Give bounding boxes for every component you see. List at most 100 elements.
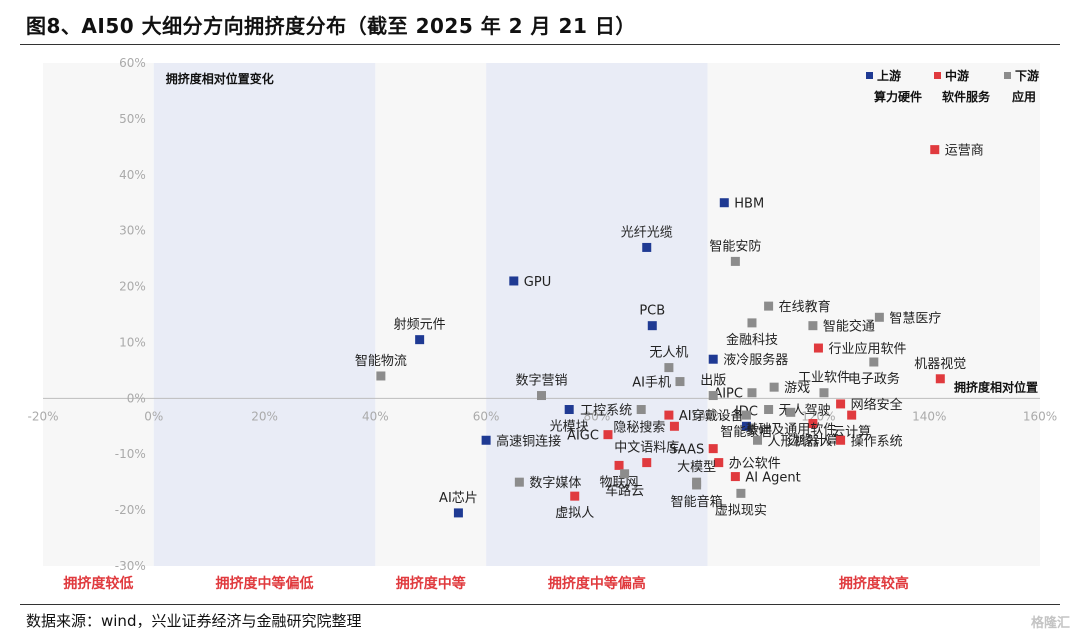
point-label: 隐秘搜索: [613, 420, 665, 435]
point-label: AIGC: [567, 429, 599, 444]
point-label: 工业软件: [798, 371, 850, 386]
point-label: 出版: [700, 374, 726, 389]
data-point: [786, 407, 796, 417]
point-label: 网络安全: [851, 397, 903, 413]
y-tick-label: 10%: [119, 335, 146, 349]
point-label: 大模型: [677, 460, 716, 475]
data-point: [509, 276, 519, 286]
data-point: [570, 491, 580, 501]
data-point: [636, 405, 646, 415]
y-tick-label: -20%: [115, 503, 146, 517]
y-tick-label: 50%: [119, 112, 146, 126]
x-tick-label: 20%: [251, 409, 278, 423]
band-label: 拥挤度中等偏高: [548, 575, 646, 592]
point-label: AI穿戴设备: [679, 408, 744, 424]
data-point: [719, 198, 729, 208]
band-label: 拥挤度较高: [839, 575, 909, 592]
data-point: [714, 458, 724, 468]
data-point: [813, 343, 823, 353]
data-point: [415, 335, 425, 345]
point-label: 人形机器人: [768, 434, 833, 449]
legend-marker: [866, 72, 873, 79]
band-label: 拥挤度中等: [396, 575, 466, 592]
x-tick-label: 60%: [473, 409, 500, 423]
point-label: 游戏: [784, 381, 810, 396]
y-tick-label: 40%: [119, 168, 146, 182]
point-label: 射频元件: [394, 317, 446, 333]
point-label: 虚拟现实: [715, 503, 767, 518]
point-label: 无人机: [649, 346, 688, 361]
legend-subtitle: 软件服务: [942, 89, 991, 104]
band-label: 拥挤度较低: [63, 575, 133, 592]
data-point: [730, 472, 740, 482]
point-label: HBM: [734, 197, 764, 212]
data-point: [481, 435, 491, 445]
data-point: [564, 405, 574, 415]
point-label: 智慧医疗: [889, 310, 941, 326]
data-point: [692, 480, 702, 490]
point-label: 液冷服务器: [723, 352, 788, 368]
y-tick-label: 20%: [119, 280, 146, 294]
x-axis-label: 拥挤度相对位置: [954, 379, 1038, 394]
y-tick-label: 30%: [119, 224, 146, 238]
point-label: 光模块: [550, 420, 589, 435]
y-tick-label: -10%: [115, 447, 146, 461]
legend-subtitle: 应用: [1012, 89, 1036, 104]
title-divider: [20, 44, 1060, 45]
point-label: 运营商: [945, 144, 984, 159]
data-point: [874, 312, 884, 322]
point-label: 中文语料库: [614, 440, 679, 456]
point-label: 智能安防: [709, 238, 761, 254]
data-point: [708, 391, 718, 401]
data-point: [741, 421, 751, 431]
data-point: [453, 508, 463, 518]
point-label: 金融科技: [726, 332, 778, 348]
data-point: [675, 377, 685, 387]
crowding-scatter-chart: 拥挤度较低 拥挤度中等偏低 拥挤度中等 拥挤度中等偏高 拥挤度较高 -20% 0% 20% 40…: [27, 56, 1057, 592]
figure-title: 图8、AI50 大细分方向拥挤度分布（截至 2025 年 2 月 21 日）: [26, 14, 636, 38]
point-label: 操作系统: [851, 433, 903, 449]
data-point: [741, 410, 751, 420]
data-point: [747, 318, 757, 328]
data-point: [664, 410, 674, 420]
data-point: [620, 469, 630, 479]
point-label: AI手机: [632, 376, 671, 391]
point-label: SAAS: [669, 443, 704, 458]
band-3: [486, 63, 708, 566]
point-label: AI芯片: [439, 491, 478, 506]
legend-marker: [934, 72, 941, 79]
point-label: 数字媒体: [529, 476, 581, 491]
x-tick-label: 100%: [691, 409, 725, 423]
point-label: GPU: [524, 275, 551, 290]
point-label: 智能交通: [823, 319, 875, 335]
data-point: [808, 418, 818, 428]
data-point: [647, 321, 657, 331]
point-label: 电子政务: [848, 371, 900, 387]
watermark-logo: 格隆汇: [1030, 616, 1070, 631]
data-point: [537, 391, 546, 401]
x-tick-label: 140%: [912, 409, 946, 423]
band-1: [153, 63, 376, 566]
data-point: [708, 444, 718, 454]
x-tick-label: 0%: [144, 409, 163, 423]
x-tick-label: -20%: [27, 409, 58, 423]
data-point: [669, 421, 679, 431]
data-point: [642, 458, 652, 468]
point-label: AIPC: [713, 387, 743, 402]
data-point: [869, 357, 879, 367]
y-tick-label: 60%: [119, 56, 146, 70]
data-point: [614, 460, 624, 470]
data-point: [747, 388, 757, 398]
band-label: 拥挤度中等偏低: [216, 575, 314, 592]
y-axis-label: 拥挤度相对位置变化: [166, 71, 274, 86]
point-label: 办公软件: [729, 457, 781, 472]
data-point: [836, 435, 846, 445]
point-label: AI Agent: [745, 471, 800, 486]
legend-name: 中游: [945, 68, 969, 83]
data-point: [730, 256, 740, 266]
data-point: [769, 382, 779, 392]
y-tick-label: 0%: [127, 391, 146, 405]
band-0: [43, 63, 154, 566]
legend-name: 下游: [1015, 68, 1039, 83]
point-label: 物联网: [600, 475, 639, 490]
